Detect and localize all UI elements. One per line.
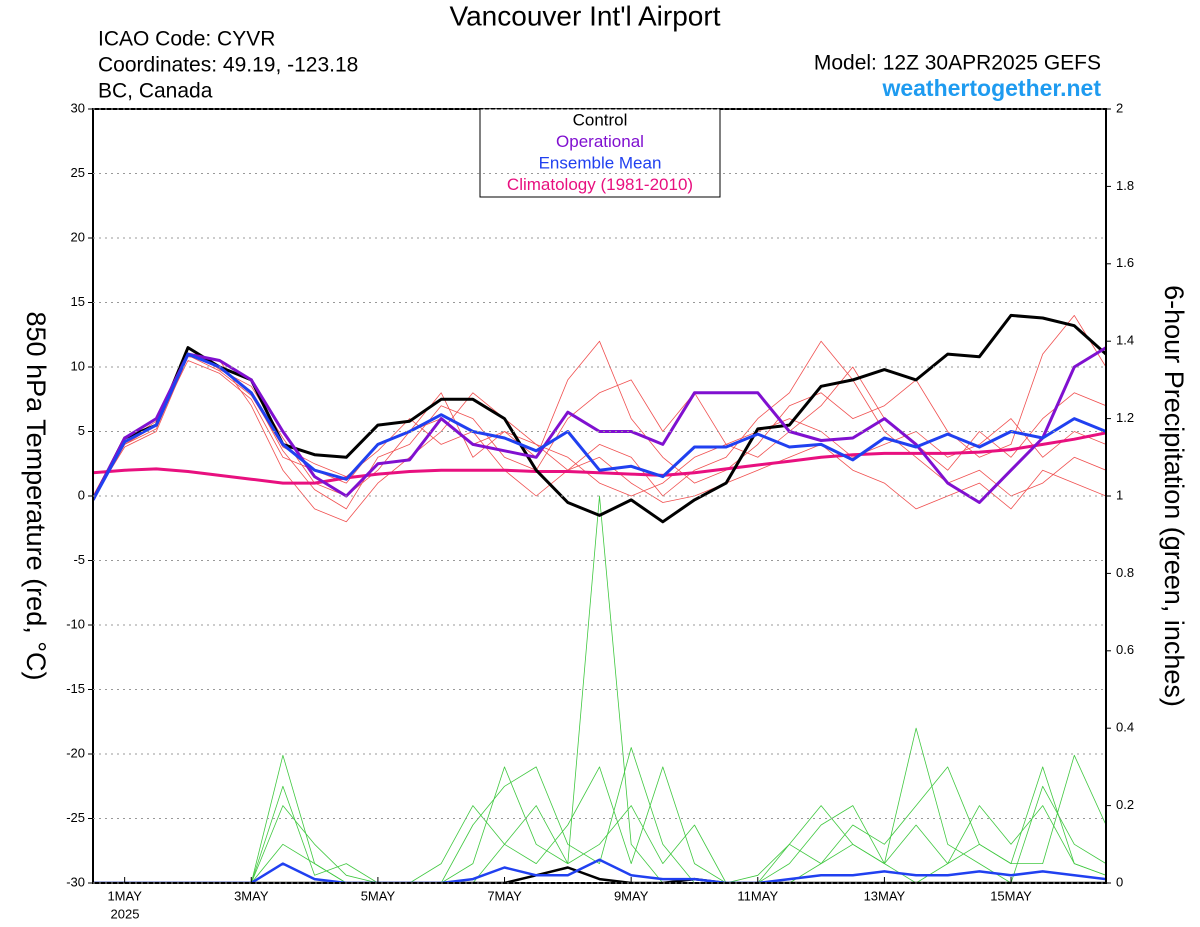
legend-entry: Operational [556, 132, 644, 151]
y2-tick-label: 1 [1116, 487, 1123, 502]
legend-entry: Control [573, 110, 628, 129]
chart-title: Vancouver Int'l Airport [450, 0, 721, 31]
ensemble-member-precip [93, 766, 1106, 883]
precip-line [93, 858, 1106, 883]
ensemble-member-temperature [93, 340, 1106, 523]
y-tick-label: 10 [71, 358, 85, 373]
x-tick-label: 7MAY [487, 888, 522, 903]
y-tick-label: 20 [71, 229, 85, 244]
x-year-label: 2025 [111, 906, 140, 921]
y-tick-label: -10 [66, 616, 85, 631]
y-tick-label: -5 [73, 552, 85, 567]
y-tick-label: -15 [66, 681, 85, 696]
y2-tick-label: 1.6 [1116, 255, 1134, 270]
y2-tick-label: 0 [1116, 874, 1123, 889]
y-tick-label: 0 [78, 487, 85, 502]
series-line [93, 313, 1106, 524]
y-tick-label: 25 [71, 165, 85, 180]
y-tick-label: 15 [71, 294, 85, 309]
y-tick-label: -30 [66, 874, 85, 889]
y2-tick-label: 1.4 [1116, 333, 1134, 348]
y2-tick-label: 0.8 [1116, 565, 1134, 580]
y2-tick-label: 2 [1116, 100, 1123, 115]
x-tick-label: 9MAY [614, 888, 649, 903]
legend-entry: Climatology (1981-2010) [507, 175, 693, 194]
y-tick-label: -25 [66, 810, 85, 825]
series-line [93, 431, 1106, 485]
x-tick-label: 5MAY [361, 888, 396, 903]
ensemble-member-precip [93, 495, 1106, 883]
site-label: weathertogether.net [881, 75, 1101, 101]
y2-tick-label: 0.2 [1116, 797, 1134, 812]
info-line: ICAO Code: CYVR [98, 28, 275, 51]
series-line [93, 346, 1106, 504]
info-line: Coordinates: 49.19, -123.18 [98, 54, 358, 77]
y2-axis-label: 6-hour Precipitation (green, inches) [1159, 285, 1189, 707]
legend-entry: Ensemble Mean [539, 153, 662, 172]
y2-tick-label: 1.8 [1116, 178, 1134, 193]
x-tick-label: 1MAY [107, 888, 142, 903]
ensemble-member-precip [93, 766, 1106, 883]
info-line: BC, Canada [98, 80, 213, 103]
legend-box [479, 108, 721, 198]
ensemble-member-precip [93, 727, 1106, 883]
y2-tick-label: 0.4 [1116, 720, 1134, 735]
plot-area [93, 313, 1106, 883]
x-tick-label: 13MAY [864, 888, 906, 903]
ensemble-member-temperature [93, 360, 1106, 501]
x-tick-label: 3MAY [234, 888, 269, 903]
model-label: Model: 12Z 30APR2025 GEFS [814, 52, 1101, 75]
x-tick-label: 11MAY [737, 888, 778, 903]
y-tick-label: 5 [78, 423, 85, 438]
precip-line [93, 866, 1106, 883]
x-tick-label: 15MAY [990, 888, 1032, 903]
y2-tick-label: 1.2 [1116, 410, 1134, 425]
y-tick-label: 30 [71, 100, 85, 115]
series-line [93, 352, 1106, 501]
y2-tick-label: 0.6 [1116, 642, 1134, 657]
y-axis-label: 850 hPa Temperature (red, °C) [21, 312, 51, 681]
y-tick-label: -20 [66, 745, 85, 760]
